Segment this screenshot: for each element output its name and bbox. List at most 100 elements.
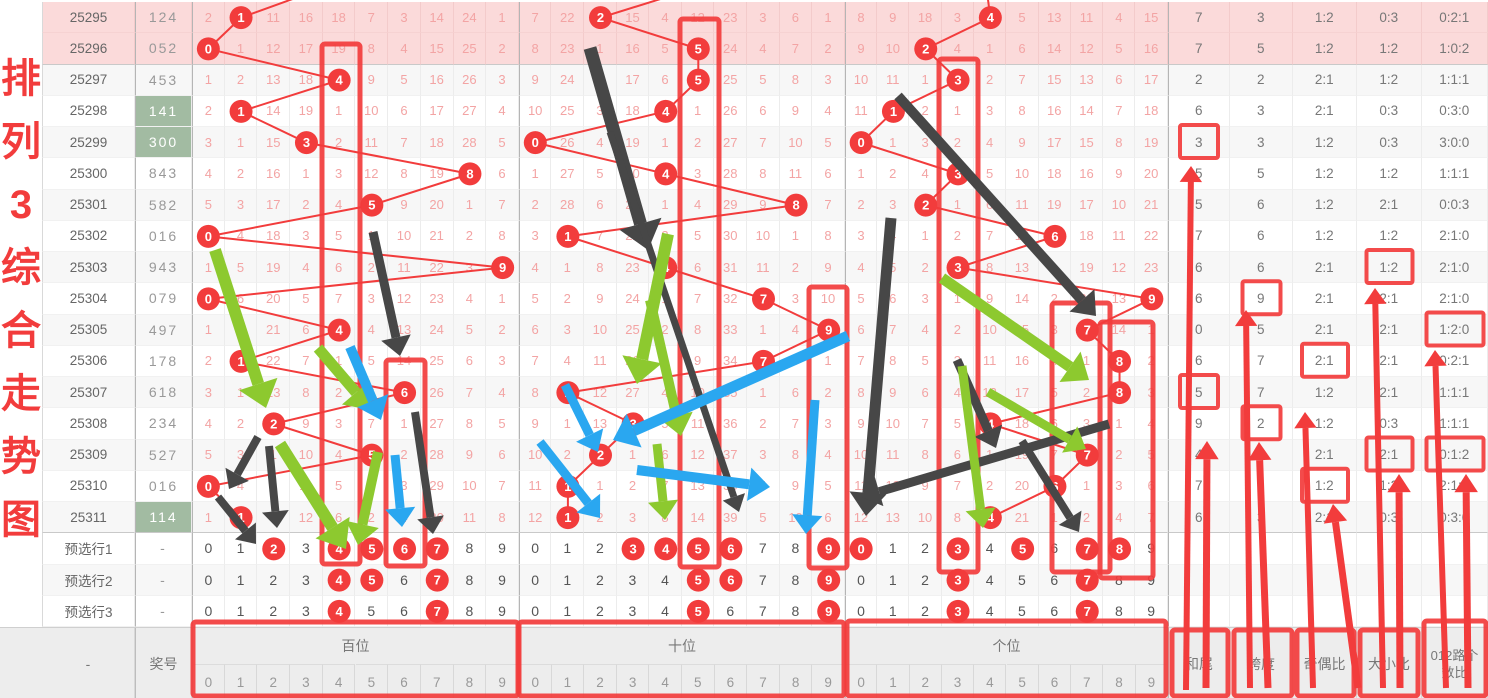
miss-cell: 7 [941, 470, 974, 502]
preselect-digit-cell[interactable]: 9 [1135, 564, 1168, 596]
preselect-digit-cell[interactable]: 3 [616, 564, 650, 596]
preselect-digit-cell[interactable]: 0 [192, 595, 225, 627]
preselect-picked-cell[interactable] [941, 595, 974, 627]
preselect-digit-cell[interactable]: 0 [518, 595, 552, 627]
preselect-digit-cell[interactable]: 2 [257, 595, 291, 627]
preselect-digit-cell[interactable]: 9 [486, 564, 519, 596]
miss-cell: 4 [192, 158, 225, 190]
preselect-digit-cell[interactable]: 6 [388, 564, 421, 596]
preselect-picked-cell[interactable] [714, 533, 748, 565]
preselect-digit-cell[interactable]: 1 [224, 533, 258, 565]
preselect-digit-cell[interactable]: 4 [649, 595, 682, 627]
preselect-digit-cell[interactable]: 8 [779, 595, 813, 627]
miss-cell: 16 [1070, 158, 1104, 190]
preselect-digit-cell[interactable]: 8 [779, 564, 813, 596]
preselect-picked-cell[interactable] [420, 564, 454, 596]
preselect-digit-cell[interactable]: 1 [224, 564, 258, 596]
preselect-digit-cell[interactable]: 3 [290, 595, 323, 627]
preselect-picked-cell[interactable] [616, 533, 650, 565]
preselect-digit-cell[interactable]: 3 [290, 564, 323, 596]
preselect-picked-cell[interactable] [420, 595, 454, 627]
preselect-digit-cell[interactable]: 1 [551, 595, 585, 627]
preselect-picked-cell[interactable] [322, 595, 356, 627]
preselect-picked-cell[interactable] [1070, 564, 1104, 596]
preselect-digit-cell[interactable]: 3 [290, 533, 323, 565]
preselect-digit-cell[interactable]: 9 [486, 533, 519, 565]
preselect-picked-cell[interactable] [941, 564, 974, 596]
preselect-picked-cell[interactable] [649, 533, 682, 565]
preselect-digit-cell[interactable]: 9 [1135, 533, 1168, 565]
preselect-digit-cell[interactable]: 9 [1135, 595, 1168, 627]
preselect-digit-cell[interactable]: 1 [877, 533, 910, 565]
preselect-picked-cell[interactable] [812, 595, 845, 627]
preselect-picked-cell[interactable] [681, 595, 715, 627]
preselect-digit-cell[interactable]: 8 [779, 533, 813, 565]
preselect-digit-cell[interactable]: 2 [584, 595, 617, 627]
preselect-picked-cell[interactable] [1103, 533, 1136, 565]
preselect-picked-cell[interactable] [844, 533, 878, 565]
preselect-digit-cell[interactable]: 1 [551, 564, 585, 596]
hit-cell [290, 127, 323, 159]
preselect-picked-cell[interactable] [1070, 533, 1104, 565]
preselect-digit-cell[interactable]: 5 [1006, 564, 1039, 596]
preselect-picked-cell[interactable] [812, 533, 845, 565]
preselect-digit-cell[interactable]: 8 [453, 533, 487, 565]
preselect-picked-cell[interactable] [355, 533, 389, 565]
preselect-digit-cell[interactable]: 6 [1038, 533, 1071, 565]
preselect-picked-cell[interactable] [1006, 533, 1039, 565]
preselect-digit-cell[interactable]: 6 [714, 595, 748, 627]
preselect-digit-cell[interactable]: 8 [1103, 564, 1136, 596]
preselect-digit-cell[interactable]: 2 [584, 533, 617, 565]
preselect-digit-cell[interactable]: 0 [518, 564, 552, 596]
preselect-picked-cell[interactable] [322, 533, 356, 565]
preselect-picked-cell[interactable] [322, 564, 356, 596]
preselect-picked-cell[interactable] [257, 533, 291, 565]
preselect-digit-cell[interactable]: 6 [1038, 595, 1071, 627]
preselect-digit-cell[interactable]: 4 [649, 564, 682, 596]
miss-cell: 6 [290, 314, 323, 346]
preselect-digit-cell[interactable]: 9 [486, 595, 519, 627]
hit-cell [649, 95, 682, 127]
preselect-digit-cell[interactable]: 6 [1038, 564, 1071, 596]
preselect-picked-cell[interactable] [941, 533, 974, 565]
preselect-picked-cell[interactable] [355, 564, 389, 596]
preselect-digit-cell[interactable]: 4 [974, 564, 1007, 596]
preselect-digit-cell[interactable]: 2 [909, 564, 942, 596]
preselect-digit-cell[interactable]: 2 [909, 595, 942, 627]
preselect-picked-cell[interactable] [388, 533, 421, 565]
miss-cell: 16 [1135, 33, 1168, 65]
preselect-digit-cell[interactable]: 5 [355, 595, 389, 627]
preselect-digit-cell[interactable]: 1 [877, 564, 910, 596]
preselect-digit-cell[interactable]: 5 [1006, 595, 1039, 627]
preselect-picked-cell[interactable] [1070, 595, 1104, 627]
preselect-digit-cell[interactable]: 2 [584, 564, 617, 596]
preselect-digit-cell[interactable]: 4 [974, 533, 1007, 565]
preselect-picked-cell[interactable] [714, 564, 748, 596]
preselect-digit-cell[interactable]: 2 [909, 533, 942, 565]
preselect-digit-cell[interactable]: 1 [224, 595, 258, 627]
preselect-digit-cell[interactable]: 7 [747, 533, 780, 565]
preselect-digit-cell[interactable]: 2 [257, 564, 291, 596]
preselect-picked-cell[interactable] [681, 564, 715, 596]
preselect-picked-cell[interactable] [812, 564, 845, 596]
preselect-digit-cell[interactable]: 8 [453, 564, 487, 596]
preselect-digit-cell[interactable]: 7 [747, 595, 780, 627]
band-digit: 5 [355, 664, 389, 698]
preselect-digit-cell[interactable]: 0 [844, 564, 878, 596]
preselect-digit-cell[interactable]: 8 [1103, 595, 1136, 627]
preselect-digit-cell[interactable]: 0 [192, 533, 225, 565]
preselect-picked-cell[interactable] [420, 533, 454, 565]
preselect-digit-cell[interactable]: 7 [747, 564, 780, 596]
preselect-digit-cell[interactable]: 1 [877, 595, 910, 627]
preselect-picked-cell[interactable] [681, 533, 715, 565]
preselect-digit-cell[interactable]: 8 [453, 595, 487, 627]
preselect-digit-cell[interactable]: 0 [192, 564, 225, 596]
preselect-digit-cell[interactable]: 0 [844, 595, 878, 627]
preselect-digit-cell[interactable]: 1 [551, 533, 585, 565]
preselect-digit-cell[interactable]: 4 [974, 595, 1007, 627]
preselect-digit-cell[interactable]: 6 [388, 595, 421, 627]
hit-cell [192, 470, 225, 502]
preselect-digit-cell[interactable]: 3 [616, 595, 650, 627]
section-header-tens: 十位 [519, 628, 845, 664]
preselect-digit-cell[interactable]: 0 [518, 533, 552, 565]
